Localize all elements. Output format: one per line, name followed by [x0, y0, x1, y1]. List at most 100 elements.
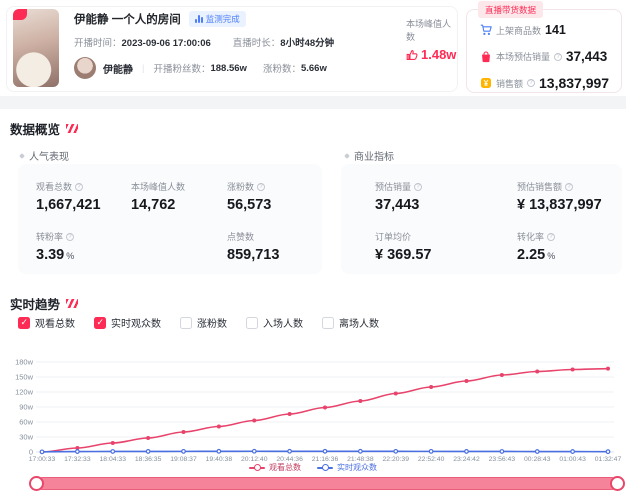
cart-icon	[480, 24, 492, 35]
x-tick-label: 22:20:39	[383, 456, 410, 463]
x-tick-label: 21:16:36	[312, 456, 339, 463]
data-point[interactable]	[181, 448, 186, 454]
series-checkbox-row: 观看总数 实时观众数 涨粉数 入场人数 离场人数	[18, 315, 379, 330]
info-icon[interactable]: ?	[75, 182, 84, 191]
stat-likes: 点赞数 859,713	[227, 230, 327, 263]
data-point[interactable]	[323, 405, 327, 410]
data-point[interactable]	[357, 448, 363, 454]
info-icon[interactable]: ?	[547, 232, 556, 241]
checkbox-live-viewers[interactable]: 实时观众数	[94, 315, 161, 330]
data-point[interactable]	[39, 449, 45, 455]
data-point[interactable]	[570, 367, 575, 372]
checkbox-total-views[interactable]: 观看总数	[18, 315, 75, 330]
stat-label: 点赞数	[227, 232, 255, 242]
series-line-0	[41, 367, 609, 453]
slider-handle-left[interactable]	[29, 476, 44, 491]
data-point[interactable]	[110, 441, 115, 445]
info-icon[interactable]: ?	[66, 232, 75, 241]
checkbox-entries[interactable]: 入场人数	[246, 315, 303, 330]
info-icon[interactable]: ?	[527, 79, 536, 87]
data-point[interactable]	[251, 448, 257, 454]
anchor-info: 伊能静 | 开播粉丝数： 188.56w 涨粉数： 5.66w	[74, 57, 327, 79]
data-point[interactable]	[534, 449, 540, 454]
legend-label: 实时观众数	[337, 463, 377, 472]
info-icon[interactable]: ?	[257, 182, 266, 191]
x-tick-label: 20:44:36	[276, 456, 303, 463]
popularity-subtitle-text: 人气表现	[29, 152, 69, 163]
stat-label: 转粉率	[36, 232, 64, 242]
x-tick-label: 22:52:40	[418, 456, 445, 463]
checkbox-exits[interactable]: 离场人数	[322, 315, 379, 330]
y-tick-label: 120w	[15, 388, 34, 397]
slider-handle-right[interactable]	[610, 476, 625, 491]
stat-value: ¥ 369.57	[375, 247, 432, 263]
commerce-row-products: 上架商品数 141	[480, 23, 566, 37]
stream-cover-image	[13, 9, 59, 87]
data-point[interactable]	[287, 448, 293, 454]
info-icon[interactable]: ?	[554, 52, 563, 61]
data-point[interactable]	[464, 379, 469, 383]
legend-total-views[interactable]: 观看总数	[249, 462, 301, 473]
checkbox-icon	[94, 316, 106, 329]
data-point[interactable]	[110, 449, 116, 454]
x-tick-label: 21:48:38	[347, 456, 374, 463]
stat-label: 涨粉数	[227, 182, 255, 192]
data-point[interactable]	[216, 424, 221, 429]
hot-icon	[66, 124, 79, 133]
cover-corner-badge	[13, 9, 27, 20]
data-point[interactable]	[606, 366, 610, 371]
trend-line-chart[interactable]: 180w 150w 120w 90w 60w 30w 017:00:33 17:32:33 18…	[0, 345, 626, 464]
peak-viewers-value: 1.48w	[421, 47, 457, 62]
stat-avg-order: 订单均价 ¥ 369.57	[375, 230, 517, 263]
data-point[interactable]	[358, 399, 363, 403]
data-point[interactable]	[146, 436, 151, 440]
x-tick-label: 17:00:33	[29, 456, 56, 463]
data-point[interactable]	[322, 448, 328, 454]
data-point[interactable]	[464, 449, 469, 454]
data-point[interactable]	[393, 448, 399, 454]
data-point[interactable]	[535, 369, 540, 374]
data-point[interactable]	[499, 449, 505, 454]
overview-title-text: 数据概览	[10, 123, 61, 137]
stat-label: 订单均价	[375, 232, 412, 242]
chart-range-slider[interactable]	[29, 476, 625, 491]
legend-marker-icon	[317, 464, 333, 471]
checkbox-icon	[180, 316, 192, 329]
checkbox-icon	[246, 316, 258, 329]
data-point[interactable]	[145, 449, 151, 454]
data-point[interactable]	[605, 449, 611, 455]
stat-value: 14,762	[131, 197, 176, 213]
legend-live-viewers[interactable]: 实时观众数	[317, 462, 377, 473]
checkbox-fans-gain[interactable]: 涨粉数	[180, 315, 227, 330]
data-point[interactable]	[181, 430, 186, 434]
data-point[interactable]	[393, 391, 398, 396]
data-point[interactable]	[428, 448, 434, 454]
stat-value: 37,443	[375, 197, 420, 213]
data-point[interactable]	[499, 373, 504, 377]
peak-viewers-block: 本场峰值人数 1.48w	[406, 17, 457, 62]
checkbox-label: 涨粉数	[197, 319, 227, 330]
data-point[interactable]	[216, 448, 222, 454]
products-label: 上架商品数	[496, 25, 542, 36]
money-icon	[481, 78, 491, 88]
data-point[interactable]	[75, 446, 80, 450]
revenue-label: 销售额	[496, 78, 524, 89]
data-point[interactable]	[570, 449, 576, 454]
stat-label: 预估销量	[375, 182, 412, 192]
data-point[interactable]	[74, 449, 80, 454]
info-icon[interactable]: ?	[565, 182, 574, 191]
checkbox-label: 离场人数	[339, 319, 379, 330]
data-point[interactable]	[252, 418, 257, 423]
stat-label: 转化率	[517, 232, 545, 242]
fans-gain-value: 5.66w	[300, 62, 327, 74]
x-tick-label: 23:24:42	[453, 456, 480, 463]
data-point[interactable]	[429, 385, 434, 389]
legend-marker-icon	[249, 464, 265, 471]
fans-value: 188.56w	[210, 62, 247, 74]
info-icon[interactable]: ?	[414, 182, 423, 191]
section-divider	[0, 96, 626, 109]
data-point[interactable]	[287, 412, 292, 416]
y-tick-label: 150w	[15, 373, 34, 382]
checkbox-label: 观看总数	[35, 319, 75, 330]
